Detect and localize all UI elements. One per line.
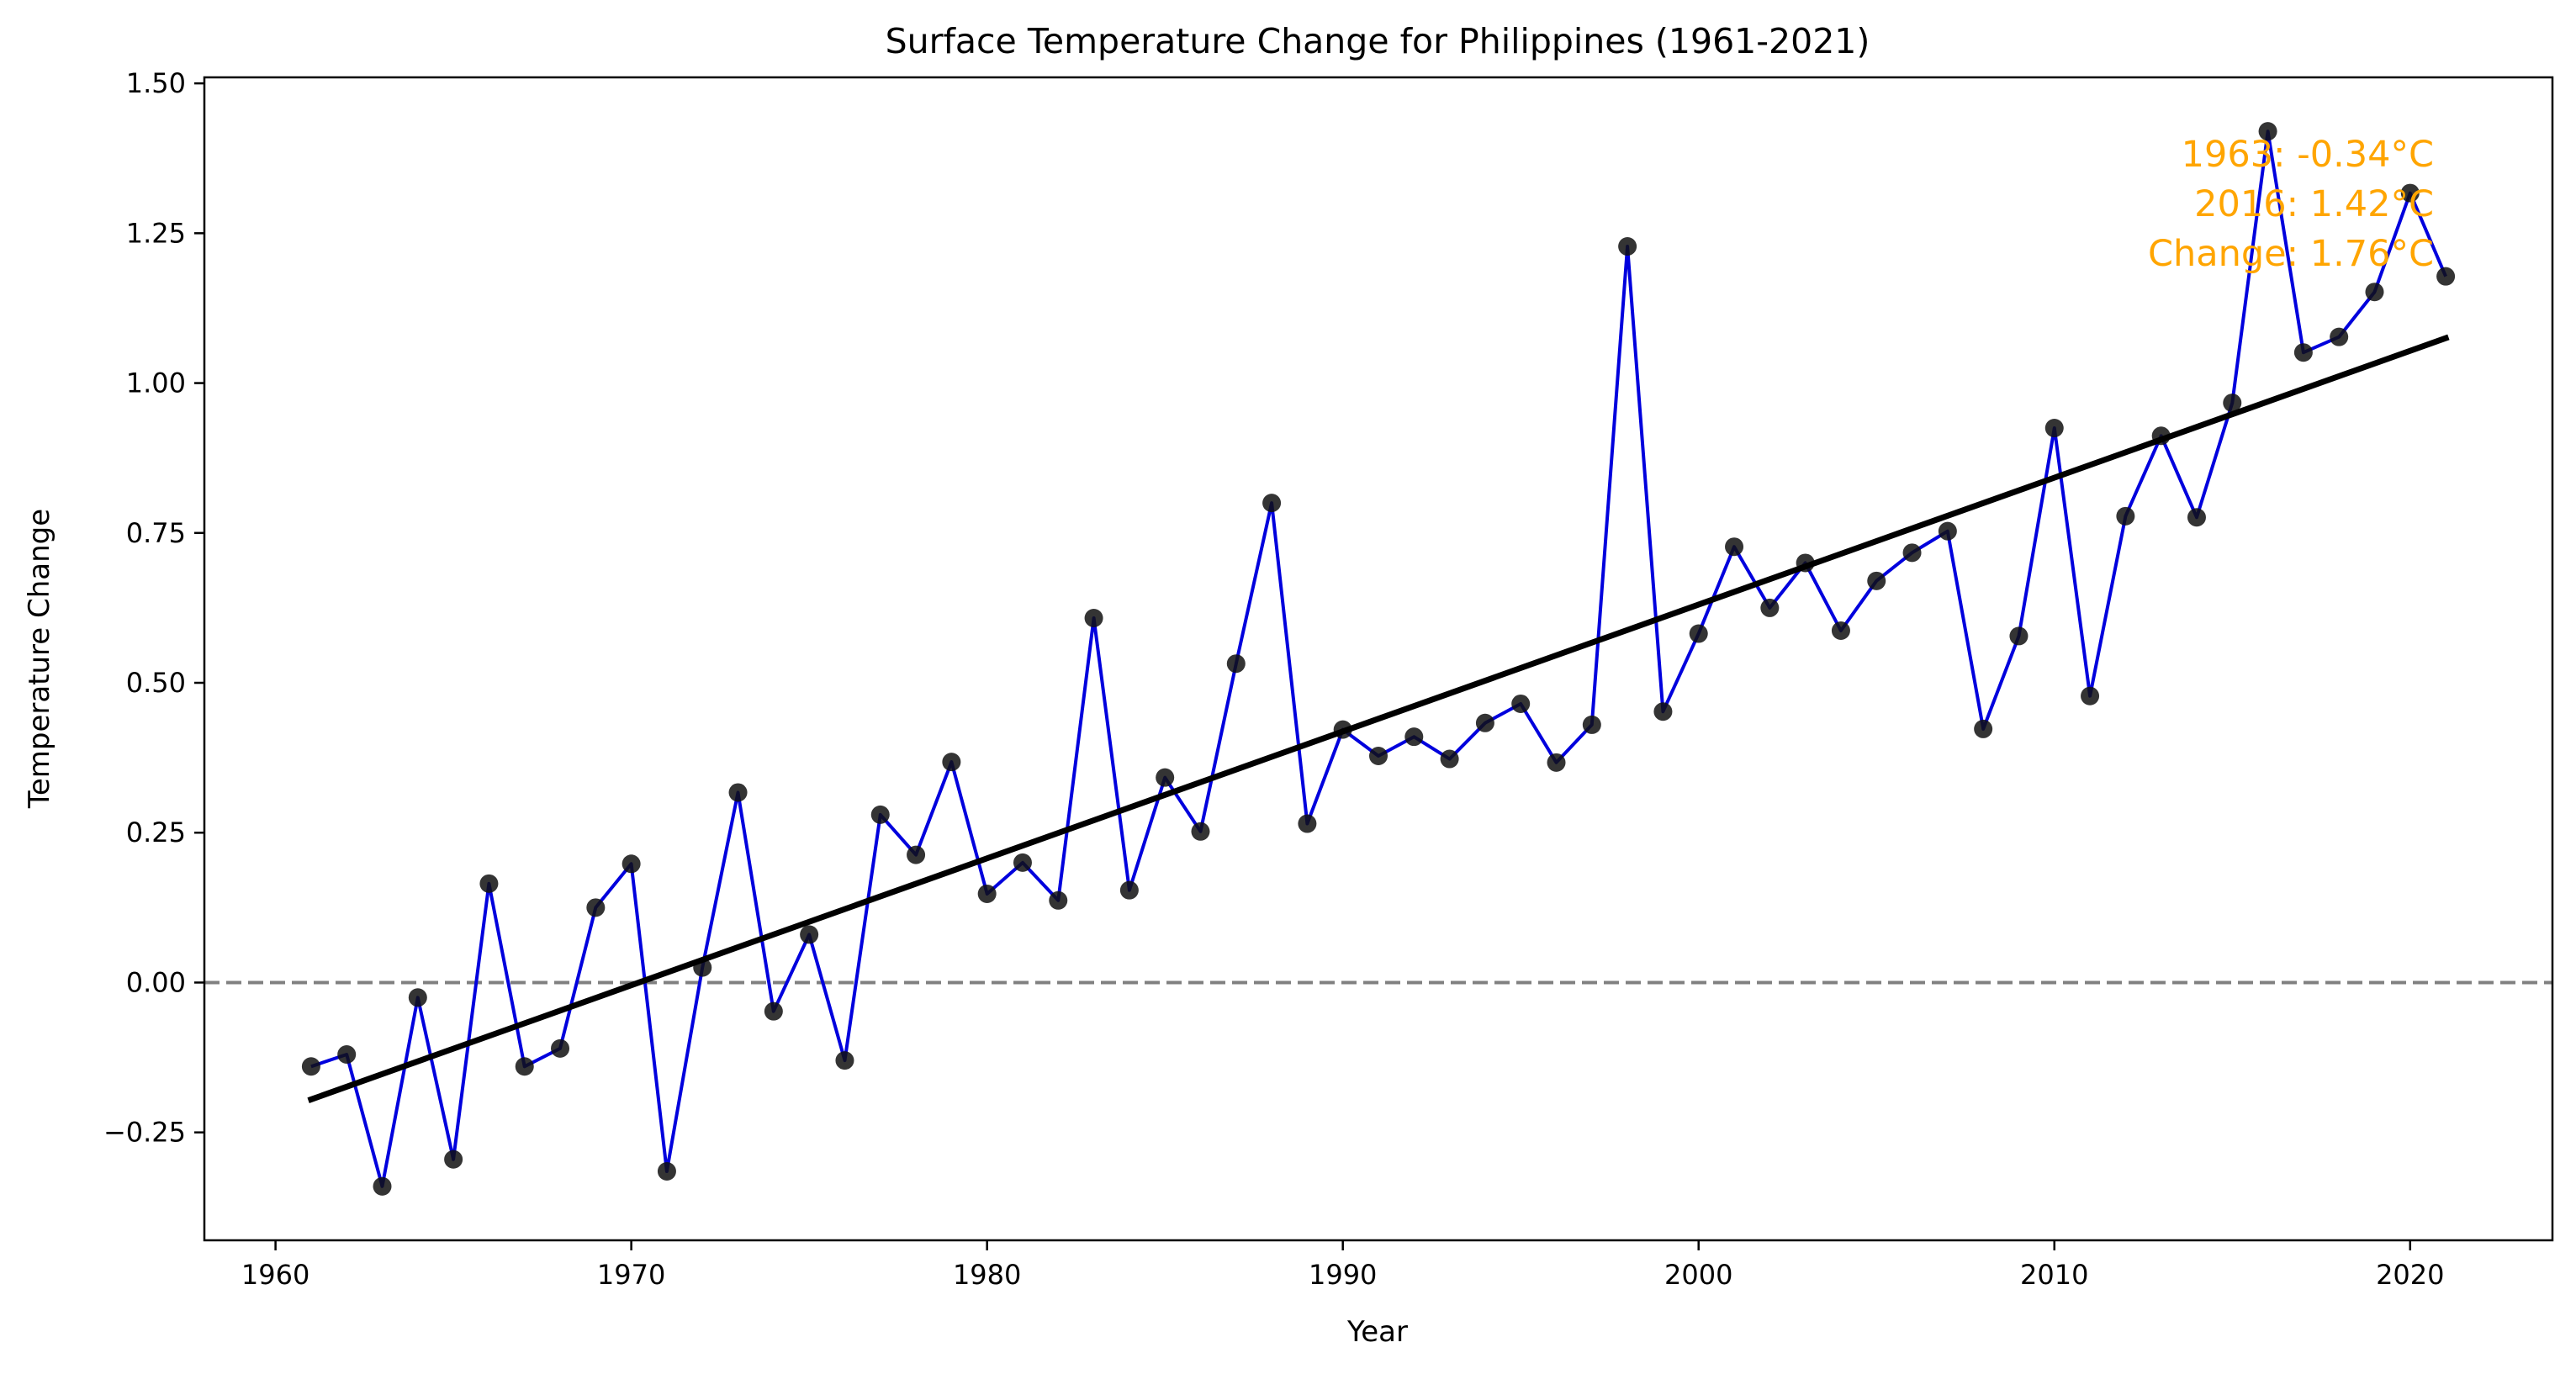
data-point	[1262, 494, 1282, 513]
data-point	[1725, 537, 1744, 557]
data-point	[800, 925, 819, 944]
data-point	[622, 854, 641, 874]
data-point	[1191, 822, 1210, 841]
y-tick-label: 0.25	[126, 816, 186, 848]
annotation-line: 2016: 1.42°C	[2194, 183, 2434, 225]
data-point	[337, 1045, 357, 1065]
data-point	[728, 783, 748, 802]
data-point	[1902, 543, 1922, 563]
data-point	[1831, 621, 1850, 640]
x-tick-label: 2020	[2376, 1259, 2444, 1291]
data-point	[1156, 768, 1175, 787]
data-point	[2187, 508, 2206, 527]
annotation-line: 1963: -0.34°C	[2182, 134, 2434, 176]
data-point	[1084, 609, 1103, 628]
data-point	[444, 1149, 463, 1169]
data-point	[586, 898, 606, 917]
plot-area: 1960 1970 1980 1990 2000 2010 2020 −0.25 0.00 0.2…	[103, 67, 2554, 1291]
x-tick-label: 1960	[241, 1259, 309, 1291]
data-point	[2081, 686, 2100, 705]
annotation-line: Change: 1.76°C	[2148, 233, 2434, 275]
data-point	[1938, 521, 1957, 541]
y-axis-label: Temperature Change	[23, 509, 56, 809]
plot-frame	[203, 76, 2554, 1242]
data-point	[1013, 853, 1032, 872]
y-tick-label: 0.75	[126, 517, 186, 549]
chart-title: Surface Temperature Change for Philippin…	[886, 21, 1870, 61]
trend-line	[307, 334, 2450, 1103]
data-point	[1511, 694, 1531, 713]
y-tick-label: −0.25	[103, 1117, 186, 1149]
data-point	[835, 1051, 854, 1070]
data-point	[2400, 183, 2420, 203]
data-point	[977, 884, 997, 903]
data-point	[870, 805, 890, 824]
data-point	[942, 753, 961, 772]
data-point	[1475, 713, 1494, 732]
x-tick-label: 1980	[953, 1259, 1021, 1291]
data-point	[1867, 571, 1886, 590]
data-point	[1369, 746, 1388, 765]
data-point	[1049, 890, 1068, 910]
data-point	[2223, 394, 2242, 413]
data-point	[1689, 624, 1708, 643]
data-point	[515, 1057, 534, 1076]
data-point	[764, 1001, 783, 1021]
data-point	[479, 874, 499, 893]
data-point	[408, 988, 427, 1007]
data-point	[2365, 283, 2384, 302]
data-point	[301, 1057, 320, 1076]
data-point	[2436, 267, 2456, 286]
data-point	[2330, 327, 2349, 346]
y-tick-label: 0.50	[126, 667, 186, 699]
data-point	[1226, 654, 1246, 674]
data-point	[2009, 626, 2029, 646]
data-point	[1119, 880, 1139, 900]
y-tick-label: 1.00	[126, 367, 186, 399]
data-point	[657, 1162, 676, 1181]
data-point	[1974, 719, 1993, 738]
data-point	[2258, 122, 2277, 141]
data-point	[2116, 506, 2135, 526]
data-point	[1618, 237, 1637, 256]
y-tick-label: 1.25	[126, 217, 186, 249]
data-point	[1547, 753, 1566, 772]
data-point	[1760, 598, 1780, 617]
x-axis-label: Year	[1346, 1315, 1408, 1349]
data-point	[1404, 727, 1424, 747]
data-point	[907, 845, 926, 864]
x-tick-label: 2000	[1664, 1259, 1732, 1291]
data-point	[1298, 814, 1317, 833]
y-tick-label: 0.00	[126, 966, 186, 998]
data-point	[2044, 419, 2064, 438]
x-tick-label: 1970	[597, 1259, 665, 1291]
data-point	[1440, 749, 1459, 769]
y-tick-label: 1.50	[126, 67, 186, 99]
data-point	[1653, 702, 1673, 721]
data-point	[551, 1038, 570, 1058]
data-point	[1582, 715, 1601, 734]
x-tick-label: 2010	[2020, 1259, 2088, 1291]
data-point	[373, 1176, 392, 1196]
x-tick-label: 1990	[1309, 1259, 1377, 1291]
data-point	[2293, 343, 2313, 362]
